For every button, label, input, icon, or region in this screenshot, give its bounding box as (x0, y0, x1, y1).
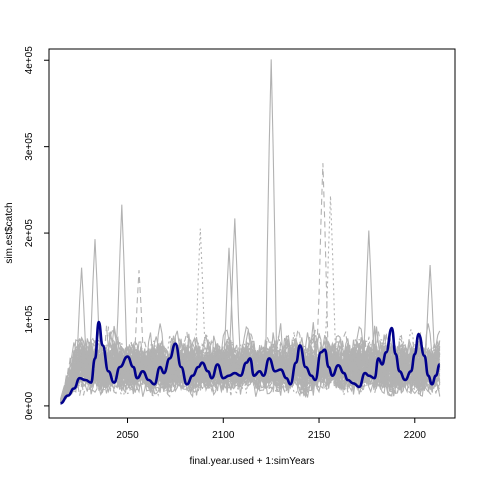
x-tick-label: 2100 (212, 430, 235, 441)
x-tick-label: 2200 (404, 430, 427, 441)
y-tick-label: 0e+00 (24, 391, 35, 420)
simulation-line (60, 332, 441, 403)
simulation-line (60, 341, 441, 404)
simulation-lines (59, 59, 441, 404)
x-axis: 2050 2100 2150 2200 (116, 418, 426, 441)
y-tick-label: 3e+05 (24, 132, 35, 161)
y-tick-label: 1e+05 (24, 305, 35, 334)
simulation-line (60, 344, 441, 402)
simulation-line (60, 334, 441, 403)
x-axis-title: final.year.used + 1:simYears (190, 456, 315, 467)
y-tick-label: 2e+05 (24, 219, 35, 248)
y-axis-title: sim.est$catch (4, 202, 15, 263)
median-line (60, 320, 441, 405)
x-tick-label: 2050 (116, 430, 139, 441)
x-tick-label: 2150 (308, 430, 331, 441)
y-axis: 0e+00 1e+05 2e+05 3e+05 4e+05 (24, 46, 49, 420)
median-line-group (60, 320, 441, 405)
simulation-line (60, 329, 440, 403)
y-tick-label: 4e+05 (24, 46, 35, 75)
